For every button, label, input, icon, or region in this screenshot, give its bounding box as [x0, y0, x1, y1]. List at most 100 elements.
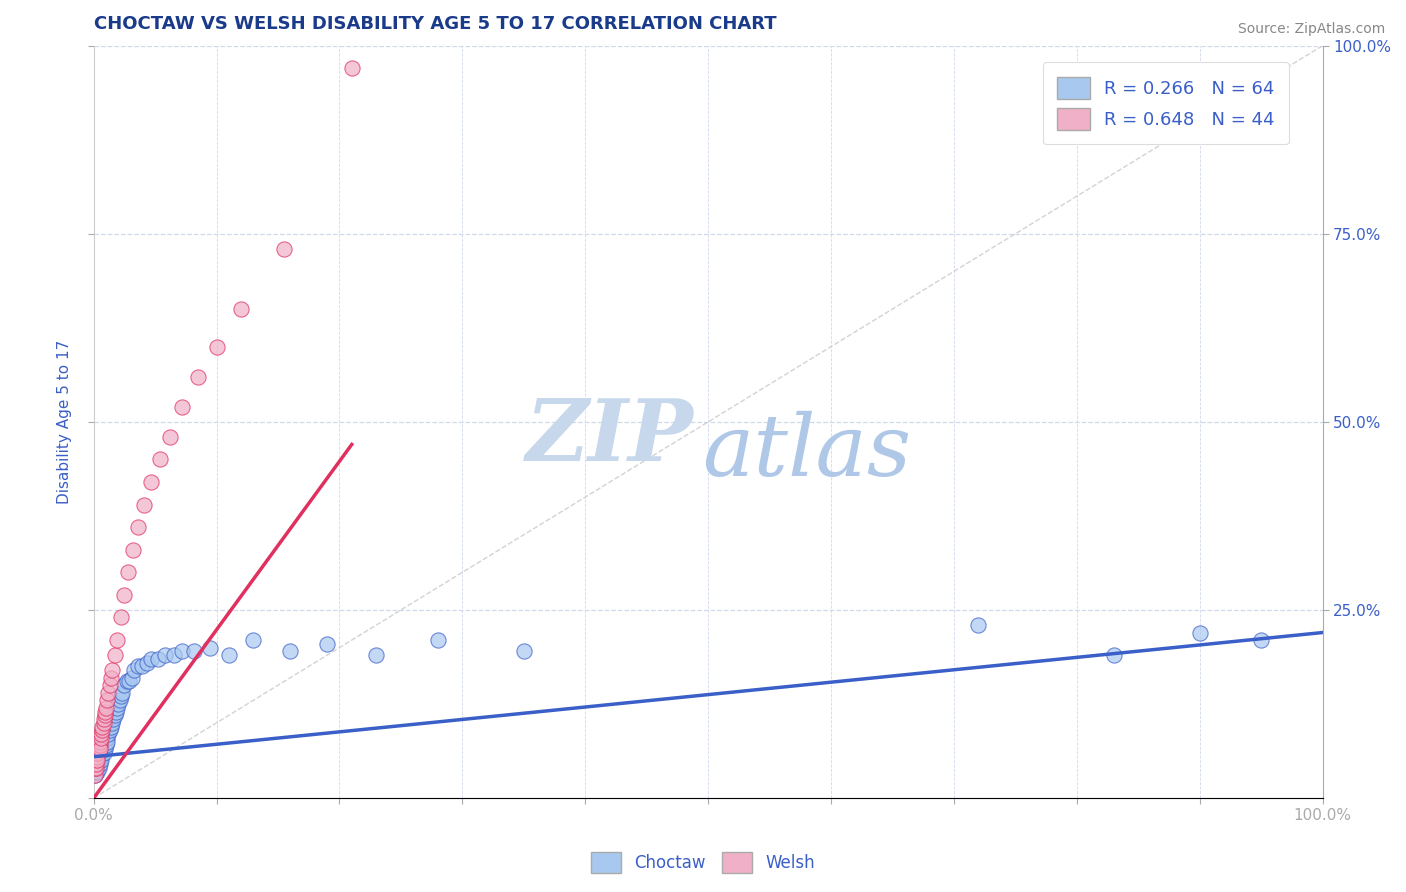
- Point: [93, 746, 115, 760]
- Point: [84, 757, 107, 772]
- Point: [90, 749, 112, 764]
- Point: [107, 697, 129, 711]
- Point: [1188, 625, 1211, 640]
- Point: [122, 542, 145, 557]
- Point: [93, 712, 115, 726]
- Point: [90, 754, 112, 768]
- Point: [366, 648, 388, 662]
- Point: [98, 723, 121, 738]
- Point: [97, 686, 120, 700]
- Point: [96, 731, 118, 745]
- Point: [105, 633, 128, 648]
- Point: [101, 663, 124, 677]
- Point: [91, 723, 114, 738]
- Point: [94, 742, 117, 756]
- Point: [87, 739, 110, 753]
- Point: [84, 754, 107, 768]
- Text: CHOCTAW VS WELSH DISABILITY AGE 5 TO 17 CORRELATION CHART: CHOCTAW VS WELSH DISABILITY AGE 5 TO 17 …: [94, 15, 776, 33]
- Point: [87, 754, 110, 768]
- Point: [87, 761, 110, 775]
- Point: [127, 659, 149, 673]
- Point: [231, 301, 253, 316]
- Point: [118, 674, 141, 689]
- Point: [89, 749, 111, 764]
- Point: [97, 727, 120, 741]
- Point: [340, 62, 363, 76]
- Point: [111, 686, 134, 700]
- Point: [1102, 648, 1125, 662]
- Point: [1250, 633, 1272, 648]
- Point: [513, 644, 536, 658]
- Point: [86, 754, 108, 768]
- Point: [86, 749, 108, 764]
- Point: [205, 340, 228, 354]
- Point: [94, 739, 117, 753]
- Point: [122, 663, 145, 677]
- Point: [105, 700, 128, 714]
- Point: [90, 746, 112, 760]
- Point: [110, 610, 132, 624]
- Point: [98, 678, 121, 692]
- Point: [162, 648, 184, 662]
- Point: [112, 678, 135, 692]
- Point: [110, 690, 132, 704]
- Point: [100, 720, 122, 734]
- Point: [94, 739, 117, 753]
- Point: [127, 520, 149, 534]
- Point: [94, 700, 117, 714]
- Legend: Choctaw, Welsh: Choctaw, Welsh: [583, 846, 823, 880]
- Point: [89, 757, 111, 772]
- Point: [89, 739, 111, 753]
- Point: [91, 742, 114, 756]
- Point: [131, 659, 153, 673]
- Text: ZIP: ZIP: [526, 395, 693, 479]
- Point: [93, 742, 115, 756]
- Point: [91, 746, 114, 760]
- Point: [86, 761, 108, 775]
- Point: [242, 633, 264, 648]
- Point: [115, 674, 138, 689]
- Point: [84, 761, 107, 775]
- Point: [101, 715, 124, 730]
- Point: [84, 768, 107, 782]
- Point: [141, 652, 163, 666]
- Point: [89, 754, 111, 768]
- Point: [94, 705, 117, 719]
- Point: [87, 757, 110, 772]
- Point: [89, 742, 111, 756]
- Point: [104, 705, 127, 719]
- Point: [132, 498, 155, 512]
- Point: [96, 693, 118, 707]
- Point: [141, 475, 163, 489]
- Point: [159, 430, 181, 444]
- Point: [90, 727, 112, 741]
- Point: [112, 588, 135, 602]
- Point: [183, 644, 205, 658]
- Point: [121, 671, 143, 685]
- Point: [146, 652, 169, 666]
- Point: [103, 712, 125, 726]
- Point: [273, 242, 295, 256]
- Point: [84, 761, 107, 775]
- Point: [96, 734, 118, 748]
- Point: [90, 731, 112, 745]
- Point: [94, 734, 117, 748]
- Point: [172, 644, 194, 658]
- Point: [149, 452, 172, 467]
- Point: [172, 400, 194, 414]
- Point: [108, 693, 131, 707]
- Point: [104, 648, 127, 662]
- Point: [86, 757, 108, 772]
- Point: [100, 671, 122, 685]
- Text: Source: ZipAtlas.com: Source: ZipAtlas.com: [1237, 22, 1385, 37]
- Text: atlas: atlas: [702, 410, 911, 493]
- Point: [94, 708, 117, 723]
- Point: [135, 656, 157, 670]
- Point: [426, 633, 449, 648]
- Point: [86, 746, 108, 760]
- Point: [187, 369, 209, 384]
- Point: [86, 764, 108, 779]
- Point: [84, 768, 107, 782]
- Point: [278, 644, 301, 658]
- Legend: R = 0.266   N = 64, R = 0.648   N = 44: R = 0.266 N = 64, R = 0.648 N = 44: [1043, 62, 1289, 145]
